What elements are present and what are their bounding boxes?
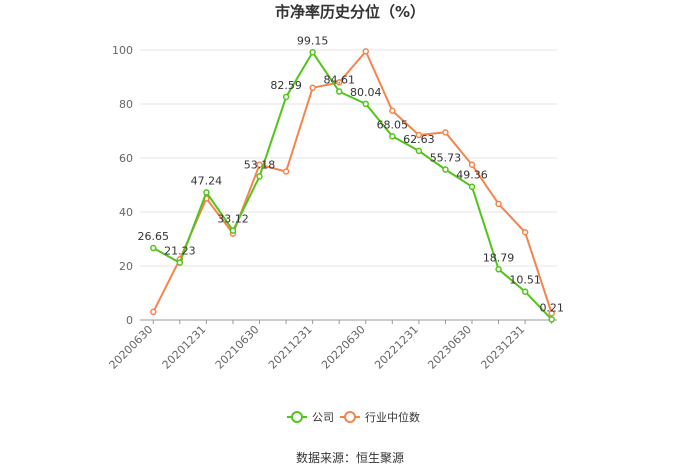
x-tick-label: 20200630 bbox=[107, 323, 156, 372]
data-label: 33.12 bbox=[217, 213, 249, 226]
x-tick-label: 20220630 bbox=[319, 323, 368, 372]
series-line bbox=[152, 51, 553, 321]
series-point[interactable] bbox=[521, 288, 529, 295]
series-point[interactable] bbox=[495, 266, 502, 273]
data-label: 62.63 bbox=[403, 133, 435, 146]
series-point[interactable] bbox=[468, 183, 476, 190]
source-note: 数据来源：恒生聚源 bbox=[296, 450, 404, 465]
series-point[interactable] bbox=[203, 189, 210, 196]
data-label: 99.15 bbox=[297, 34, 329, 47]
data-label: 26.65 bbox=[138, 230, 170, 243]
x-tick-label: 20201231 bbox=[160, 323, 209, 372]
data-label: 82.59 bbox=[270, 79, 302, 92]
series-point[interactable] bbox=[442, 129, 449, 136]
series-point[interactable] bbox=[548, 316, 555, 323]
series-point[interactable] bbox=[150, 308, 157, 316]
legend-company-label: 公司 bbox=[312, 411, 334, 424]
data-label: 49.36 bbox=[456, 169, 488, 182]
series-point[interactable] bbox=[229, 227, 237, 234]
series-layer bbox=[150, 48, 555, 323]
series-point[interactable] bbox=[415, 131, 423, 139]
data-label: 68.05 bbox=[377, 118, 409, 131]
y-tick-label: 0 bbox=[126, 314, 133, 327]
series-company bbox=[150, 49, 555, 323]
series-line bbox=[152, 50, 553, 314]
series-point[interactable] bbox=[548, 310, 555, 317]
y-tick-label: 20 bbox=[119, 260, 133, 273]
data-label: 55.73 bbox=[430, 152, 462, 165]
legend-industry-marker bbox=[344, 411, 356, 423]
y-tick-label: 40 bbox=[119, 206, 133, 219]
x-tick-label: 20231231 bbox=[478, 323, 527, 372]
data-label: 0.21 bbox=[539, 301, 564, 314]
data-labels: 26.65 21.23 47.24 33.12 53.18 82.59 99.15 84.61… bbox=[138, 34, 564, 314]
series-point[interactable] bbox=[495, 200, 502, 208]
series-point[interactable] bbox=[176, 259, 184, 266]
series-point[interactable] bbox=[468, 161, 476, 168]
data-label: 47.24 bbox=[191, 174, 223, 187]
grid-lines bbox=[140, 49, 557, 267]
series-point[interactable] bbox=[256, 161, 263, 168]
series-point[interactable] bbox=[362, 48, 370, 55]
series-point[interactable] bbox=[335, 79, 343, 86]
legend-company-marker bbox=[291, 411, 303, 423]
series-point[interactable] bbox=[389, 133, 396, 140]
series-point[interactable] bbox=[362, 100, 370, 108]
series-point[interactable] bbox=[521, 229, 529, 236]
x-tick-label: 20210630 bbox=[213, 323, 262, 372]
legend-item-industry[interactable]: 行业中位数 bbox=[340, 410, 420, 424]
chart-title: 市净率历史分位（%） bbox=[275, 3, 425, 21]
data-label: 80.04 bbox=[350, 86, 382, 99]
y-tick-label: 60 bbox=[119, 152, 133, 165]
y-tick-label: 100 bbox=[112, 44, 133, 57]
series-point[interactable] bbox=[415, 147, 423, 155]
x-tick-label: 20230630 bbox=[425, 323, 474, 372]
series-point[interactable] bbox=[256, 173, 263, 180]
series-industry bbox=[150, 48, 555, 317]
x-tick-label: 20221231 bbox=[372, 323, 421, 372]
series-point[interactable] bbox=[282, 93, 290, 101]
data-label: 53.18 bbox=[244, 158, 276, 171]
y-axis-ticks: 0 20 40 60 80 100 bbox=[112, 44, 133, 327]
series-point[interactable] bbox=[150, 244, 157, 252]
x-axis: 20200630 20201231 20210630 20211231 20220630… bbox=[107, 319, 557, 372]
legend-industry-label: 行业中位数 bbox=[365, 410, 420, 424]
data-label: 18.79 bbox=[483, 251, 515, 264]
series-point[interactable] bbox=[335, 88, 343, 95]
series-point[interactable] bbox=[389, 107, 396, 114]
series-point[interactable] bbox=[442, 166, 449, 173]
series-point[interactable] bbox=[309, 84, 316, 92]
legend-item-company[interactable]: 公司 bbox=[287, 411, 334, 424]
x-tick-label: 20211231 bbox=[266, 323, 315, 372]
series-point[interactable] bbox=[309, 49, 316, 56]
data-label: 10.51 bbox=[509, 274, 541, 287]
data-label: 84.61 bbox=[323, 74, 355, 87]
series-point[interactable] bbox=[282, 168, 290, 175]
data-label: 21.23 bbox=[164, 245, 196, 258]
legend: 公司 行业中位数 bbox=[287, 410, 420, 424]
y-tick-label: 80 bbox=[119, 98, 133, 111]
